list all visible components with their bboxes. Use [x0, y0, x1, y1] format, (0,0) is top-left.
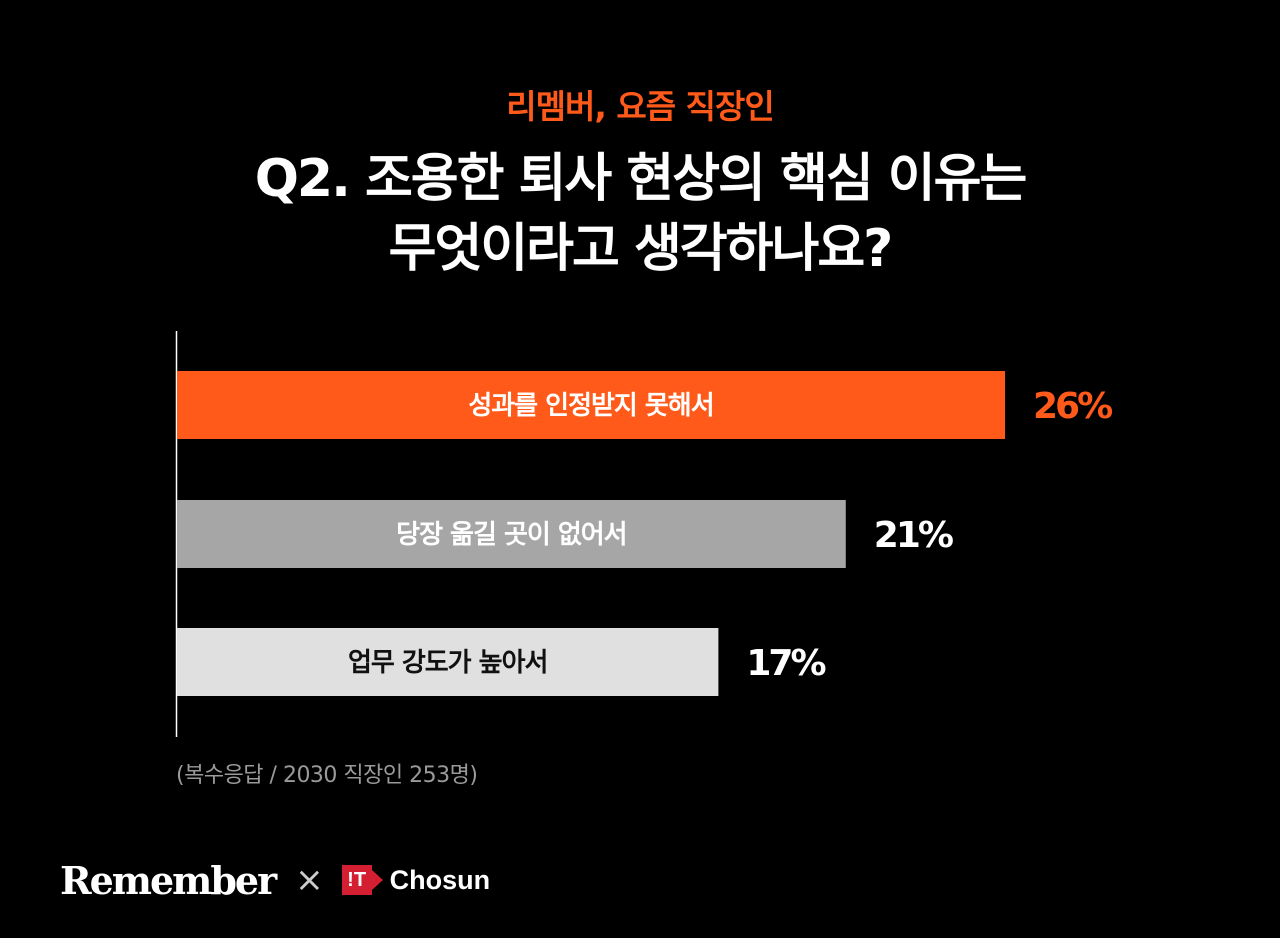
bar-label-2: 당장 옮길 곳이 없어서 — [396, 520, 626, 550]
title-line-2: 무엇이라고 생각하나요? — [388, 219, 894, 279]
value-label-3: 17% — [746, 643, 825, 684]
bar-3 — [177, 628, 719, 696]
kicker: 리멤버, 요즘 직장인 — [506, 87, 774, 126]
it-chosun-logo-mark: !T — [341, 865, 372, 895]
bar-label-1: 성과를 인정받지 못해서 — [468, 391, 713, 421]
times-icon: × — [295, 860, 324, 900]
bar-2 — [177, 500, 846, 568]
remember-logo: Remember — [60, 857, 277, 903]
logo-arrow-icon — [371, 870, 383, 890]
title-line-1: Q2. 조용한 퇴사 현상의 핵심 이유는 — [254, 149, 1028, 209]
value-label-1: 26% — [1033, 386, 1112, 427]
value-label-2: 21% — [874, 515, 953, 556]
footnote: (복수응답 / 2030 직장인 253명) — [176, 763, 478, 788]
page-title: Q2. 조용한 퇴사 현상의 핵심 이유는 무엇이라고 생각하나요? — [0, 144, 1280, 284]
bar-1 — [177, 371, 1005, 439]
bar-label-3: 업무 강도가 높아서 — [348, 648, 547, 678]
footer: Remember × !T Chosun — [60, 855, 490, 905]
chosun-logo-text: Chosun — [389, 864, 491, 895]
